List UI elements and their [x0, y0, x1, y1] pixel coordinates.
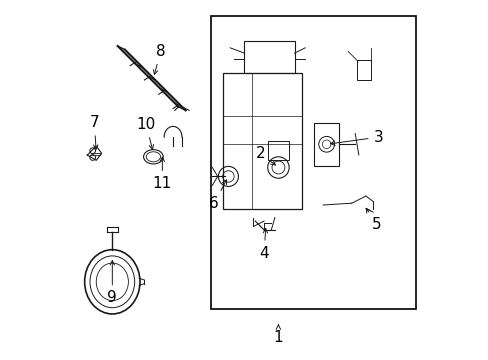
Text: 4: 4 [259, 229, 268, 261]
Text: 3: 3 [330, 130, 383, 145]
Text: 6: 6 [209, 180, 226, 211]
Bar [313, 123, 339, 166]
Text: 1: 1 [273, 325, 283, 345]
Bar [356, 60, 370, 80]
Bar [223, 73, 301, 208]
Text: 10: 10 [136, 117, 156, 149]
Bar [210, 16, 415, 309]
Text: 5: 5 [366, 208, 381, 232]
Text: 11: 11 [152, 157, 172, 191]
Text: 7: 7 [89, 115, 99, 149]
Text: 9: 9 [107, 261, 117, 305]
Text: 2: 2 [255, 146, 275, 165]
Bar [244, 41, 294, 73]
Text: 8: 8 [153, 44, 165, 75]
Bar [267, 141, 288, 160]
